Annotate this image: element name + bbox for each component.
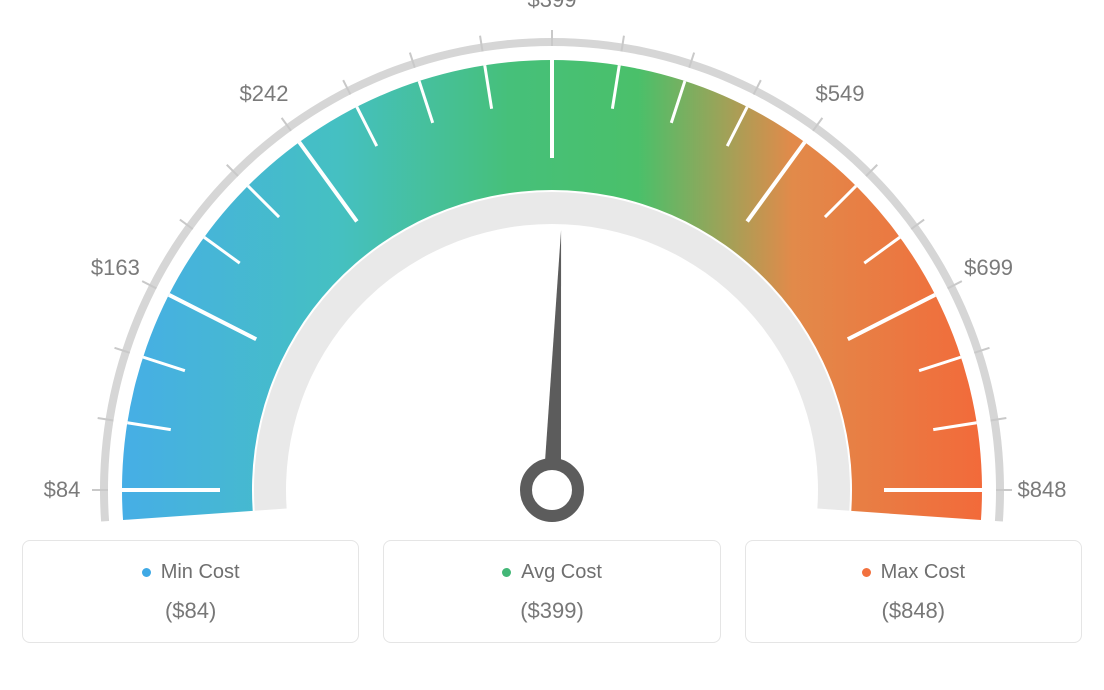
legend-max-label: Max Cost [862, 561, 965, 584]
legend-card-min: Min Cost ($84) [22, 540, 359, 643]
gauge-tick-label: $242 [240, 81, 289, 107]
gauge-tick-label: $699 [964, 255, 1013, 281]
legend-min-label: Min Cost [142, 561, 240, 584]
gauge-tick-label: $399 [528, 0, 577, 13]
gauge-svg [0, 0, 1104, 540]
gauge-tick-label: $848 [1018, 477, 1067, 503]
gauge-tick-label: $549 [816, 81, 865, 107]
cost-gauge: $84 $163 $242 $399 $549 $699 $848 [0, 0, 1104, 540]
legend-avg-value: ($399) [520, 598, 584, 623]
legend-min-value: ($84) [165, 598, 216, 623]
gauge-tick-label: $84 [44, 477, 81, 503]
legend-avg-label: Avg Cost [502, 561, 602, 584]
legend-card-avg: Avg Cost ($399) [383, 540, 720, 643]
legend-row: Min Cost ($84) Avg Cost ($399) Max Cost … [22, 540, 1082, 643]
legend-card-max: Max Cost ($848) [745, 540, 1082, 643]
legend-max-value: ($848) [882, 598, 946, 623]
gauge-tick-label: $163 [91, 255, 140, 281]
